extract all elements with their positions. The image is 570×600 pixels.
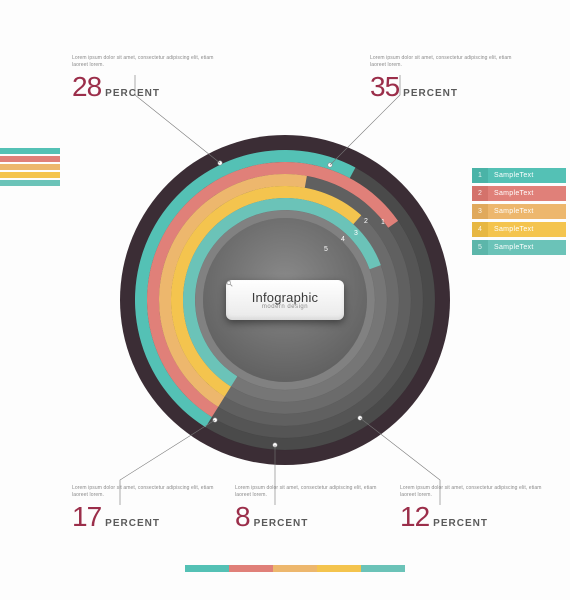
bottom-color-bar — [185, 565, 405, 572]
ring-number-2: 2 — [364, 218, 368, 225]
callout-lorem: Lorem ipsum dolor sit amet, consectetur … — [400, 485, 550, 499]
badge-subtitle: modern design — [262, 304, 308, 310]
legend-item-5: 5SampleText — [472, 240, 570, 255]
badge-title: Infographic — [252, 290, 319, 305]
callout-value: 12 — [400, 501, 429, 533]
callout-8: Lorem ipsum dolor sit amet, consectetur … — [235, 485, 385, 533]
callout-17: Lorem ipsum dolor sit amet, consectetur … — [72, 485, 222, 533]
center-badge: Infographic modern design — [226, 280, 344, 320]
callout-35: Lorem ipsum dolor sit amet, consectetur … — [370, 55, 520, 103]
ring-number-5: 5 — [324, 246, 328, 253]
legend-item-3: 3SampleText — [472, 204, 570, 219]
callout-lorem: Lorem ipsum dolor sit amet, consectetur … — [370, 55, 520, 69]
callout-lorem: Lorem ipsum dolor sit amet, consectetur … — [72, 55, 222, 69]
callout-12: Lorem ipsum dolor sit amet, consectetur … — [400, 485, 550, 533]
callout-percent-label: PERCENT — [433, 518, 488, 529]
callout-value: 35 — [370, 71, 399, 103]
callout-value: 8 — [235, 501, 250, 533]
legend: 1SampleText 2SampleText 3SampleText 4Sample… — [472, 168, 570, 258]
callout-28: Lorem ipsum dolor sit amet, consectetur … — [72, 55, 222, 103]
magnifier-icon — [226, 280, 233, 287]
callout-value: 28 — [72, 71, 101, 103]
legend-item-4: 4SampleText — [472, 222, 570, 237]
infographic-stage: 1SampleText 2SampleText 3SampleText 4Sample… — [0, 0, 570, 600]
callout-lorem: Lorem ipsum dolor sit amet, consectetur … — [72, 485, 222, 499]
callout-percent-label: PERCENT — [105, 88, 160, 99]
callout-percent-label: PERCENT — [254, 518, 309, 529]
ring-number-4: 4 — [341, 236, 345, 243]
ring-number-1: 1 — [381, 219, 385, 226]
left-stripes — [0, 148, 60, 188]
callout-value: 17 — [72, 501, 101, 533]
legend-item-2: 2SampleText — [472, 186, 570, 201]
callout-lorem: Lorem ipsum dolor sit amet, consectetur … — [235, 485, 385, 499]
callout-percent-label: PERCENT — [403, 88, 458, 99]
callout-percent-label: PERCENT — [105, 518, 160, 529]
ring-number-3: 3 — [354, 230, 358, 237]
legend-item-1: 1SampleText — [472, 168, 570, 183]
